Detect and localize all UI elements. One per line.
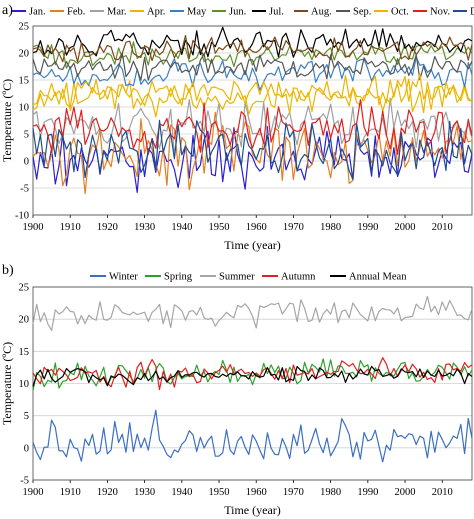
series-line-dec — [32, 119, 473, 181]
legend-entry: Sep. — [353, 7, 371, 18]
chart-panel-a: a) -10 -5 0 5 10 15 20 25 1900 1910 1920 1930 1940 195… — [0, 3, 474, 252]
y-tick-label: -10 — [15, 211, 29, 222]
chart-panel-b: b) -5 0 5 10 15 20 25 1900 1910 1920 1930 1940 1950 19… — [0, 263, 473, 517]
y-tick-label: -5 — [20, 184, 29, 195]
y-tick-label: -5 — [20, 476, 29, 487]
y-tick-label: 5 — [24, 411, 29, 422]
x-axis-label: Time (year) — [224, 503, 281, 517]
x-tick-label: 2010 — [432, 222, 453, 233]
y-tick-label: 15 — [19, 76, 30, 87]
legend-entry: Jun. — [229, 7, 246, 18]
x-tick-label: 1980 — [320, 222, 341, 233]
x-tick-label: 2000 — [395, 222, 416, 233]
y-tick-label: 20 — [19, 315, 30, 326]
legend-entry: Jan. — [29, 7, 46, 18]
series-line-may — [32, 56, 473, 91]
x-tick-label: 1910 — [60, 222, 81, 233]
series-line-mar — [32, 97, 473, 156]
y-tick-label: 20 — [19, 49, 30, 60]
legend-entry: May — [187, 7, 207, 18]
legend-entry: Aug. — [311, 7, 332, 18]
series-line-nov — [32, 99, 473, 155]
x-tick-label: 1940 — [171, 222, 192, 233]
x-tick-label: 1970 — [283, 222, 304, 233]
plot-frame — [32, 286, 473, 481]
x-tick-label: 1930 — [134, 487, 155, 498]
panel-label: b) — [2, 263, 14, 278]
legend-entry: Mar. — [107, 7, 127, 18]
y-axis-label: Temperature (ºC) — [0, 79, 14, 162]
y-tick-label: 25 — [19, 22, 30, 33]
series-line-winter — [32, 409, 473, 463]
legend-entry: Feb. — [67, 7, 85, 18]
series-line-spring — [32, 358, 473, 391]
x-tick-label: 1990 — [357, 222, 378, 233]
series-line-apr — [32, 78, 473, 118]
x-tick-label: 1920 — [97, 487, 118, 498]
x-tick-label: 1990 — [357, 487, 378, 498]
series-line-sep — [32, 52, 473, 81]
series-line-aug — [32, 34, 473, 63]
legend-entry: Winter — [109, 272, 138, 283]
series-line-oct — [32, 73, 473, 112]
panel-label: a) — [2, 3, 13, 18]
x-tick-label: 2010 — [432, 487, 453, 498]
x-tick-label: 1940 — [171, 487, 192, 498]
x-tick-label: 1930 — [134, 222, 155, 233]
legend-entry: Dec. — [470, 7, 474, 18]
y-tick-label: 5 — [24, 130, 29, 141]
x-tick-label: 1950 — [209, 222, 230, 233]
x-tick-label: 1910 — [60, 487, 81, 498]
x-tick-label: 1960 — [246, 222, 267, 233]
legend-entry: Annual Mean — [349, 272, 407, 283]
series-line-jan — [32, 126, 473, 193]
x-tick-label: 1900 — [23, 487, 44, 498]
legend-entry: Spring — [164, 272, 193, 283]
x-tick-label: 1970 — [283, 487, 304, 498]
x-tick-label: 2000 — [395, 487, 416, 498]
legend-entry: Summer — [219, 272, 255, 283]
y-tick-label: 15 — [19, 347, 30, 358]
legend-entry: Oct. — [391, 7, 409, 18]
x-tick-label: 1950 — [209, 487, 230, 498]
y-tick-label: 0 — [24, 157, 29, 168]
plot-frame — [32, 25, 473, 216]
series-line-annual-mean — [32, 365, 473, 387]
legend-entry: Apr. — [147, 7, 165, 18]
legend-entry: Jul. — [269, 7, 284, 18]
legend-entry: Nov. — [430, 7, 450, 18]
series-line-summer — [32, 295, 473, 331]
x-tick-label: 1900 — [23, 222, 44, 233]
x-tick-label: 1960 — [246, 487, 267, 498]
x-tick-label: 1980 — [320, 487, 341, 498]
y-tick-label: 10 — [19, 379, 30, 390]
x-tick-label: 1920 — [97, 222, 118, 233]
y-tick-label: 10 — [19, 103, 30, 114]
y-axis-label: Temperature (ºC) — [0, 342, 14, 425]
y-tick-label: 25 — [19, 283, 30, 294]
y-tick-label: 0 — [24, 443, 29, 454]
x-axis-label: Time (year) — [224, 238, 281, 252]
legend-entry: Autumn — [281, 272, 316, 283]
